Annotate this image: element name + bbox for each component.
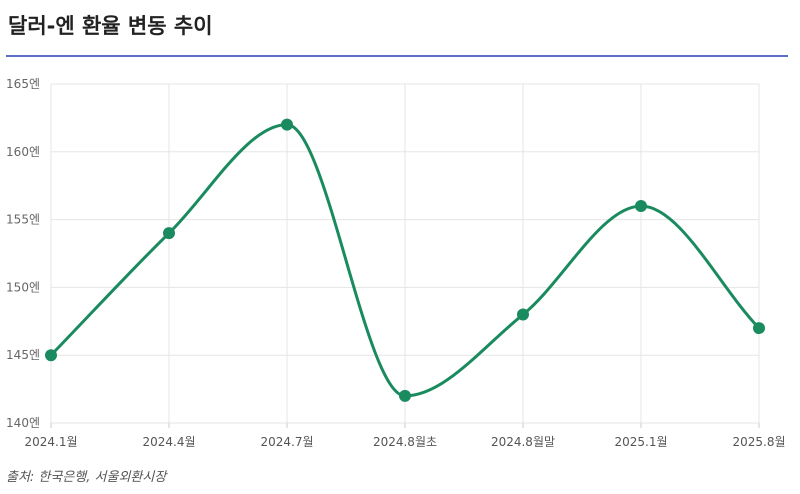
x-tick-label: 2025.8월: [732, 435, 785, 449]
axis-layer: 140엔 145엔 150엔 155엔 160엔 165엔 2024.1월 2024.4월 20…: [6, 77, 785, 449]
source-note: 출처: 한국은행, 서울외환시장: [6, 470, 167, 485]
y-tick-label: 145엔: [6, 348, 40, 362]
x-tick-label: 2024.7월: [260, 435, 313, 449]
x-tick-label: 2025.1월: [614, 435, 667, 449]
y-tick-label: 155엔: [6, 213, 40, 227]
x-tick-label: 2024.8월초: [373, 435, 437, 449]
data-point[interactable]: 2024.8월초: 142: [399, 389, 411, 402]
data-point[interactable]: 2025.1월: 156: [635, 200, 647, 213]
grid-layer: [50, 83, 760, 424]
points-layer: 2024.1월: 145 2024.4월: 154 2024.7월: 162 2024…: [45, 118, 765, 402]
data-point[interactable]: 2024.7월: 162: [281, 118, 293, 131]
y-tick-label: 165엔: [6, 77, 40, 91]
chart-title: 달러-엔 환율 변동 추이: [8, 14, 213, 38]
data-point[interactable]: 2025.8월: 147: [753, 322, 765, 335]
y-tick-label: 140엔: [6, 416, 40, 430]
data-point[interactable]: 2024.1월: 145: [45, 349, 57, 362]
x-tick-label: 2024.1월: [24, 435, 77, 449]
x-tick-label: 2024.8월말: [491, 435, 555, 449]
title-underline: [6, 55, 788, 57]
line-chart: 140엔 145엔 150엔 155엔 160엔 165엔 2024.1월 2024.4월 20…: [6, 77, 785, 449]
data-point[interactable]: 2024.8월말: 148: [517, 308, 529, 321]
y-tick-label: 150엔: [6, 280, 40, 294]
data-point[interactable]: 2024.4월: 154: [163, 227, 175, 240]
x-tick-label: 2024.4월: [142, 435, 195, 449]
y-tick-label: 160엔: [6, 145, 40, 159]
